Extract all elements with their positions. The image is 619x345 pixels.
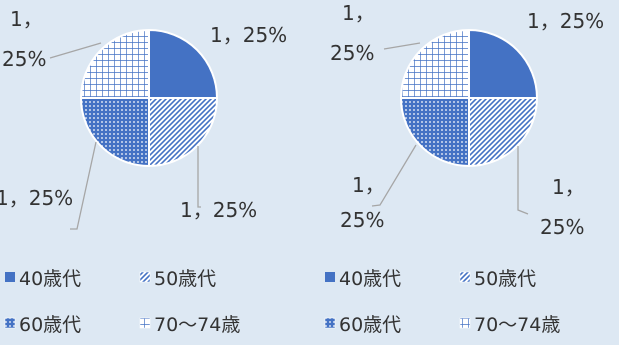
leader-line-4 [49, 42, 102, 59]
legend-swatch-2 [139, 271, 151, 283]
pie-slice-3 [399, 97, 470, 168]
data-label-2: 1，25% [180, 198, 257, 222]
data-label-4-line2: 25% [2, 47, 46, 71]
legend-swatch-4 [139, 317, 151, 329]
leader-line-3 [70, 141, 97, 230]
leader-line-4 [383, 42, 421, 50]
legend-item-3: 60歳代 [324, 314, 401, 336]
legend-label-2: 50歳代 [474, 268, 536, 290]
legend-swatch-1 [5, 272, 15, 282]
pie-slice-2 [148, 97, 219, 168]
legend-item-1: 40歳代 [5, 268, 81, 290]
legend-item-3: 60歳代 [4, 314, 81, 336]
data-label-4: 1， [10, 7, 43, 31]
legend-label-1: 40歳代 [19, 268, 81, 290]
pie-slice-1 [148, 28, 219, 99]
data-label-1: 1，25% [527, 9, 604, 33]
legend-item-2: 50歳代 [459, 268, 536, 290]
pie-slice-4 [79, 28, 150, 99]
legend-label-3: 60歳代 [19, 314, 81, 336]
legend-item-4: 70〜74歳 [139, 314, 240, 336]
legend: 40歳代 50歳代 60歳代 70〜74歳 [4, 268, 240, 336]
data-label-4-line2: 25% [330, 41, 374, 65]
legend-item-4: 70〜74歳 [459, 314, 560, 336]
legend-label-4: 70〜74歳 [154, 314, 240, 336]
data-label-3-line2: 25% [340, 208, 384, 232]
data-label-2-line2: 25% [540, 215, 584, 239]
leader-line-2 [197, 146, 201, 208]
legend-label-3: 60歳代 [339, 314, 401, 336]
pie-slice-4 [399, 28, 470, 99]
pie-slice-3 [79, 97, 150, 168]
leader-line-3 [371, 144, 417, 207]
legend-label-4: 70〜74歳 [474, 314, 560, 336]
data-label-3: 1， [352, 173, 385, 197]
legend: 40歳代 50歳代 60歳代 70〜74歳 [324, 268, 560, 336]
legend-swatch-4 [459, 317, 471, 329]
data-label-1: 1，25% [210, 23, 287, 47]
legend-label-1: 40歳代 [339, 268, 401, 290]
legend-swatch-2 [459, 271, 471, 283]
legend-label-2: 50歳代 [154, 268, 216, 290]
legend-swatch-1 [325, 272, 335, 282]
legend-item-2: 50歳代 [139, 268, 216, 290]
data-label-2: 1， [552, 175, 585, 199]
leader-line-2 [517, 146, 529, 215]
pie-slice-1 [468, 28, 539, 99]
data-label-4: 1， [342, 1, 375, 25]
legend-swatch-3 [4, 317, 16, 329]
pie-slice-2 [468, 97, 539, 168]
legend-item-1: 40歳代 [325, 268, 401, 290]
data-label-3: 1，25% [0, 186, 73, 210]
legend-swatch-3 [324, 317, 336, 329]
